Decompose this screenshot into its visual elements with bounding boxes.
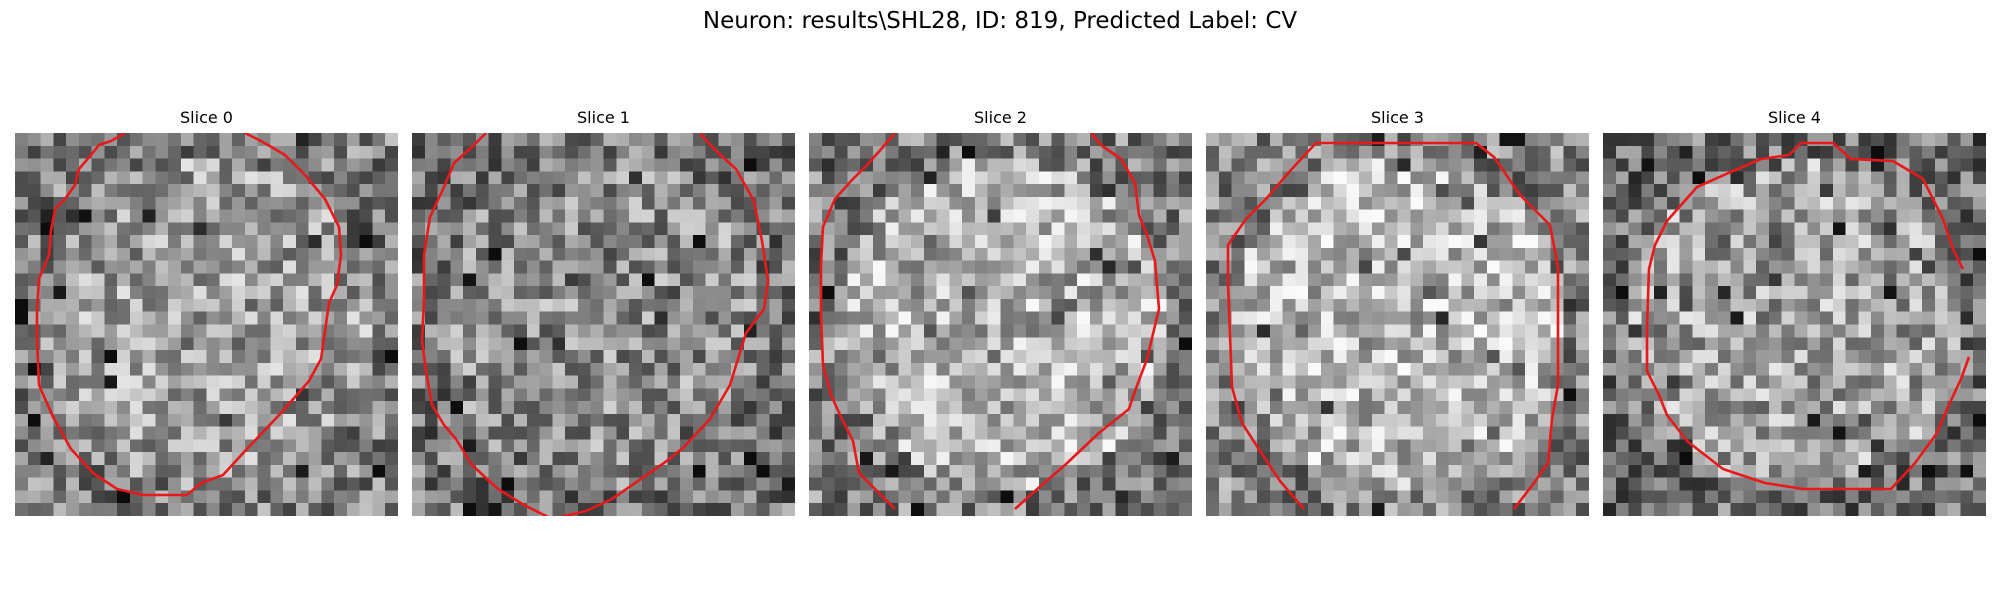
contour-overlay xyxy=(420,133,770,516)
grayscale-microscopy-image xyxy=(809,133,1192,516)
figure-title: Neuron: results\SHL28, ID: 819, Predicte… xyxy=(702,8,1298,34)
slice-title: Slice 4 xyxy=(1768,108,1821,127)
slice-image xyxy=(1206,133,1589,516)
grayscale-microscopy-image xyxy=(1206,133,1589,516)
cell-contour xyxy=(1226,141,1560,510)
contour-overlay xyxy=(35,133,343,497)
slice-image xyxy=(15,133,398,516)
slice-image xyxy=(1603,133,1986,516)
slice-title: Slice 3 xyxy=(1371,108,1424,127)
cell-contour xyxy=(420,133,770,516)
slice-image xyxy=(412,133,795,516)
contour-overlay xyxy=(1645,141,1971,491)
slice-title: Slice 1 xyxy=(577,108,630,127)
cell-contour xyxy=(35,133,343,497)
contour-overlay xyxy=(1226,141,1560,510)
slice-panel-1: Slice 1 xyxy=(412,108,795,516)
contour-overlay xyxy=(819,133,1161,510)
slice-title: Slice 2 xyxy=(974,108,1027,127)
slice-panel-0: Slice 0 xyxy=(15,108,398,516)
slice-panel-3: Slice 3 xyxy=(1206,108,1589,516)
cell-contour xyxy=(1645,141,1971,491)
slice-panel-2: Slice 2 xyxy=(809,108,1192,516)
cell-contour xyxy=(1014,133,1161,510)
slice-title: Slice 0 xyxy=(180,108,233,127)
grayscale-microscopy-image xyxy=(412,133,795,516)
slice-panel-4: Slice 4 xyxy=(1603,108,1986,516)
grayscale-microscopy-image xyxy=(15,133,398,516)
slice-image xyxy=(809,133,1192,516)
cell-contour xyxy=(819,133,896,510)
